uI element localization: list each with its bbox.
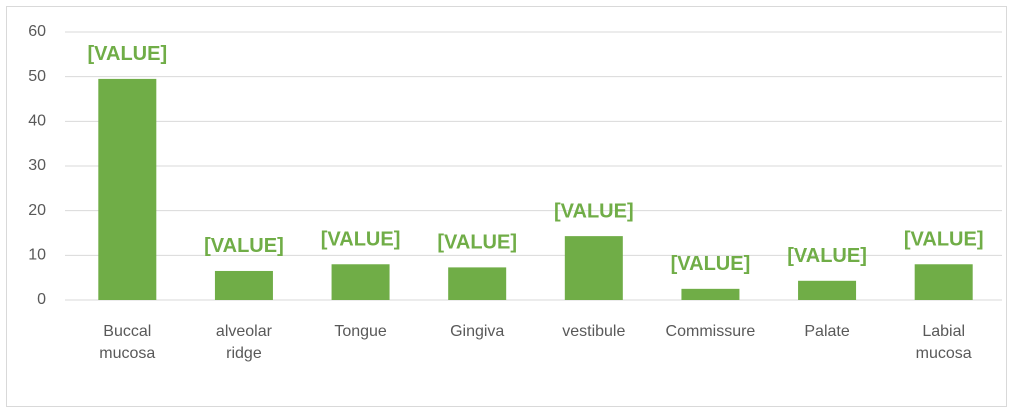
data-label: [VALUE] — [204, 235, 284, 257]
x-tick-label: Labial mucosa — [915, 323, 972, 362]
bar — [798, 280, 857, 300]
bar — [914, 264, 973, 300]
bar — [98, 78, 157, 301]
y-tick-label: 10 — [28, 247, 46, 264]
data-label: [VALUE] — [321, 229, 401, 251]
data-label: [VALUE] — [554, 200, 634, 222]
data-label: [VALUE] — [904, 229, 984, 251]
x-tick-label: Gingiva — [450, 323, 505, 340]
bar — [331, 264, 390, 300]
bar — [448, 267, 507, 300]
y-tick-label: 40 — [28, 113, 46, 130]
data-label: [VALUE] — [787, 245, 867, 267]
data-label: [VALUE] — [437, 232, 517, 254]
bar — [564, 236, 623, 300]
x-tick-label: Buccal mucosa — [99, 323, 156, 362]
x-tick-label: Tongue — [334, 323, 387, 340]
y-tick-label: 50 — [28, 68, 46, 85]
data-label: [VALUE] — [88, 43, 168, 65]
x-tick-label: Palate — [804, 323, 850, 340]
x-tick-label: Commissure — [665, 323, 756, 340]
y-tick-label: 30 — [28, 157, 46, 174]
bar — [681, 288, 740, 300]
x-tick-label: alveolar ridge — [215, 323, 272, 362]
y-tick-label: 60 — [28, 23, 46, 40]
bar — [214, 270, 273, 300]
y-tick-label: 20 — [28, 202, 46, 219]
y-tick-label: 0 — [37, 291, 46, 308]
x-tick-label: vestibule — [562, 323, 626, 340]
data-label: [VALUE] — [671, 253, 751, 275]
